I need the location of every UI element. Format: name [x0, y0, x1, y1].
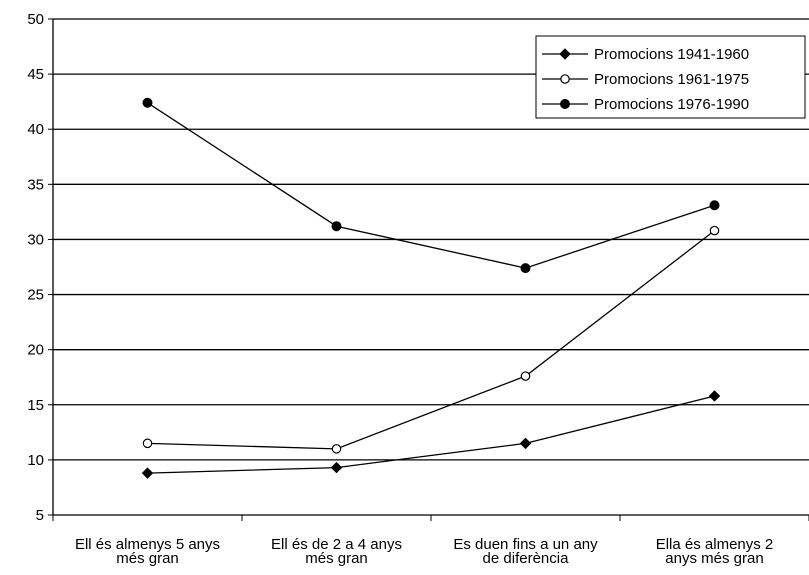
data-point-diamond [519, 437, 532, 450]
x-category-label-line: de diferència [483, 550, 570, 567]
y-tick-label: 40 [27, 121, 44, 138]
data-point-filled-circle [142, 97, 153, 108]
x-category-label-line: Es duen fins a un any [453, 536, 598, 553]
x-category-label-line: Ell és de 2 a 4 anys [271, 536, 402, 553]
data-point-open-circle [709, 225, 720, 236]
data-point-open-circle [560, 74, 570, 84]
data-point-open-circle [331, 444, 342, 454]
x-category-label: Ella és almenys 2 anys més gran [656, 536, 774, 567]
data-point-filled-circle [520, 263, 531, 274]
series-line [147, 102, 715, 269]
data-point-diamond [330, 461, 343, 474]
y-tick-label: 20 [27, 342, 44, 359]
data-point-filled-circle [560, 99, 570, 109]
y-tick-label: 25 [27, 287, 44, 304]
data-point-diamond [708, 390, 721, 402]
legend-label: Promocions 1976-1990 [594, 96, 749, 113]
series-1 [141, 390, 721, 479]
axes [48, 18, 809, 521]
x-category-label: Ell és de 2 a 4 anys més gran [271, 536, 402, 567]
data-point-diamond [559, 48, 571, 60]
x-category-label-line: Ell és almenys 5 anys [75, 536, 220, 553]
legend-label: Promocions 1941-1960 [594, 46, 749, 63]
y-tick-label: 5 [36, 507, 44, 524]
series-line [147, 395, 715, 474]
data-point-diamond [141, 467, 154, 479]
y-tick-label: 10 [27, 452, 44, 469]
legend: Promocions 1941-1960 Promocions 1961-1975… [535, 35, 806, 119]
x-category-label: Ell és almenys 5 anys més gran [75, 536, 220, 567]
data-point-open-circle [142, 438, 153, 449]
data-point-filled-circle [709, 200, 720, 211]
legend-item: Promocions 1941-1960 [542, 46, 749, 63]
y-tick-label: 45 [27, 66, 44, 83]
x-category-label-line: anys més gran [665, 550, 763, 567]
x-category-label-line: més gran [116, 550, 179, 567]
y-tick-labels: 5 10 15 20 25 30 35 40 45 50 [27, 11, 44, 524]
y-tick-label: 30 [27, 231, 44, 248]
series-3 [142, 97, 720, 274]
legend-label: Promocions 1961-1975 [594, 71, 749, 88]
y-tick-label: 50 [27, 11, 44, 28]
series-lines [141, 97, 721, 479]
x-category-label: Es duen fins a un any de diferència [453, 536, 598, 567]
legend-item: Promocions 1976-1990 [542, 96, 749, 113]
y-tick-label: 35 [27, 176, 44, 193]
x-category-label-line: més gran [305, 550, 368, 567]
data-point-open-circle [520, 371, 531, 381]
grid-lines [53, 18, 809, 461]
legend-item: Promocions 1961-1975 [542, 71, 749, 88]
series-2 [142, 225, 720, 454]
y-tick-label: 15 [27, 397, 44, 414]
data-point-filled-circle [331, 221, 342, 232]
series-line [147, 230, 715, 450]
x-category-label-line: Ella és almenys 2 [656, 536, 774, 553]
